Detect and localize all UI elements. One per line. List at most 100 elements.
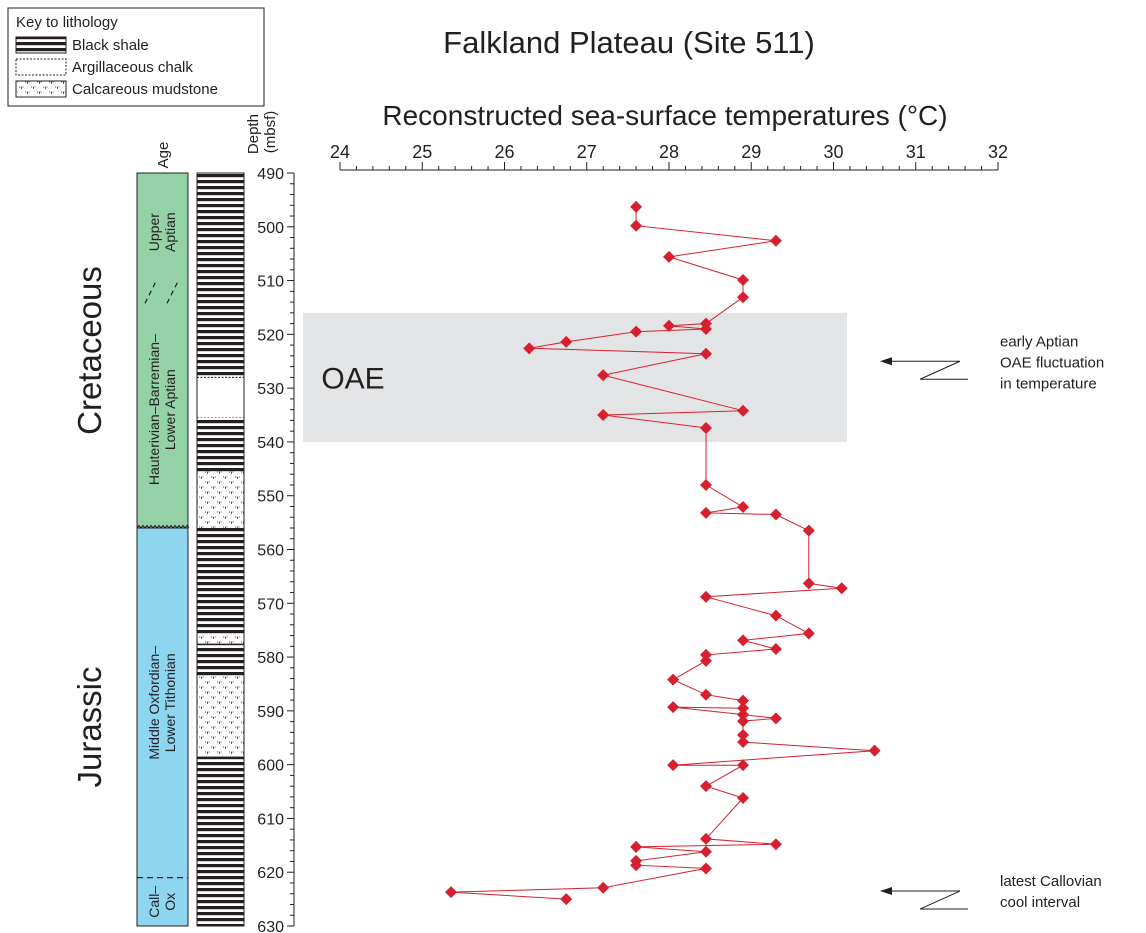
- annotation-arrowhead: [880, 887, 892, 896]
- sst-data-point: [700, 421, 713, 434]
- annotation-line: cool interval: [1000, 894, 1080, 911]
- sst-data-point: [700, 688, 713, 701]
- lithology-segment-calcareous-mudstone: [197, 471, 244, 528]
- temp-tick-label: 27: [577, 142, 597, 162]
- age-period-label-0: Cretaceous: [71, 266, 108, 435]
- sst-data-point: [630, 325, 643, 338]
- depth-tick-label: 580: [257, 650, 284, 667]
- sst-data-point: [663, 319, 675, 332]
- sst-data-point: [630, 200, 643, 213]
- temp-tick-label: 24: [330, 142, 350, 162]
- depth-axis-label: Depth (mbsf): [245, 110, 279, 154]
- lithology-segment-black-shale: [197, 643, 244, 676]
- lithology-segment-black-shale: [197, 756, 244, 926]
- annotation-line: OAE fluctuation: [1000, 354, 1104, 371]
- depth-tick-label: 540: [257, 435, 284, 452]
- sst-data-point: [597, 369, 610, 382]
- lithology-segment-argillaceous-chalk: [197, 377, 244, 418]
- depth-label-line-2: (mbsf): [262, 111, 279, 154]
- temp-tick-label: 32: [988, 142, 1008, 162]
- temp-tick-label: 25: [412, 142, 432, 162]
- annotation-text: latest Callovian cool interval: [1000, 873, 1102, 911]
- chart-title: Falkland Plateau (Site 511): [443, 25, 815, 60]
- sst-data-point: [700, 478, 713, 491]
- sst-data-point: [737, 708, 750, 721]
- sst-data-point: [737, 634, 750, 647]
- sst-data-point: [597, 409, 610, 422]
- x-axis-label: Reconstructed sea-surface temperatures (…: [382, 100, 947, 131]
- sst-data-point: [737, 729, 750, 742]
- age-period-box-0: [136, 172, 189, 529]
- oae-band-label: OAE: [321, 362, 384, 395]
- sst-data-point: [630, 840, 643, 853]
- depth-tick-label: 520: [257, 327, 284, 344]
- age-stage-label-1: Hauterivian–Barremian–Lower Aptian: [146, 334, 178, 485]
- oae-band: [303, 312, 847, 442]
- age-stage-line: Middle Oxfordian–: [146, 646, 162, 760]
- sst-data-point: [737, 694, 750, 707]
- sst-data-point: [597, 881, 610, 894]
- temp-tick-label: 28: [659, 142, 679, 162]
- sst-data-point: [769, 643, 782, 656]
- sst-data-point: [802, 627, 815, 640]
- sst-data-point: [667, 759, 680, 772]
- unconformity-line: [136, 524, 190, 529]
- depth-tick-label: 620: [257, 865, 284, 882]
- annotation-0: early Aptian OAE fluctuation in temperatur…: [880, 333, 1104, 392]
- sst-data-point: [737, 274, 750, 287]
- sst-data-point: [769, 508, 782, 521]
- age-stage-line: Call–: [146, 886, 162, 918]
- age-stage-line: Lower Aptian: [162, 369, 178, 450]
- annotation-line: latest Callovian: [1000, 873, 1102, 890]
- sst-data-point: [769, 712, 782, 725]
- sst-data-point: [769, 609, 782, 622]
- legend-label-calcareous-mudstone: Calcareous mudstone: [72, 81, 218, 98]
- age-stage-line: Ox: [162, 893, 178, 911]
- annotation-arrow-line: [882, 360, 968, 380]
- legend-label-argillaceous-chalk: Argillaceous chalk: [72, 59, 193, 76]
- sst-data-point: [700, 590, 713, 603]
- legend-label-black-shale: Black shale: [72, 37, 149, 54]
- age-period-label-1: Jurassic: [71, 666, 108, 787]
- legend-title: Key to lithology: [16, 14, 118, 31]
- sst-data-point: [667, 673, 680, 686]
- age-stage-line: Lower Tithonian: [162, 653, 178, 752]
- sst-data-point: [667, 701, 680, 714]
- age-column-header: Age: [155, 142, 172, 169]
- annotation-line: in temperature: [1000, 375, 1097, 392]
- depth-tick-label: 490: [257, 166, 284, 183]
- depth-tick-label: 530: [257, 381, 284, 398]
- sst-data-point: [700, 506, 713, 519]
- depth-tick-label: 550: [257, 489, 284, 506]
- legend-swatch-argillaceous-chalk: [15, 58, 67, 76]
- lithology-frame: [196, 172, 245, 927]
- sst-data-point: [868, 744, 881, 757]
- sst-data-point: [737, 791, 750, 804]
- sst-data-point: [700, 862, 713, 875]
- sst-data-point: [700, 654, 713, 667]
- age-stage-line: Upper: [146, 213, 162, 251]
- lithology-legend: Key to lithology Black shale Argillaceous…: [7, 7, 265, 107]
- depth-tick-label: 510: [257, 274, 284, 291]
- sst-data-point: [700, 832, 713, 845]
- sst-data-point: [737, 759, 750, 772]
- sst-data-point: [630, 859, 643, 872]
- legend-swatch-black-shale: [15, 36, 67, 54]
- temp-tick-label: 29: [741, 142, 761, 162]
- sst-data-point: [802, 577, 815, 590]
- lithology-segment-black-shale: [197, 173, 244, 378]
- sst-data-point: [700, 780, 713, 793]
- age-stage-label-0: UpperAptian: [146, 212, 178, 252]
- depth-tick-label: 610: [257, 811, 284, 828]
- depth-tick-label: 570: [257, 596, 284, 613]
- sst-data-point: [769, 234, 782, 247]
- annotation-text: early Aptian OAE fluctuation in temperatur…: [1000, 333, 1104, 392]
- sst-series-line: [450, 206, 875, 900]
- sst-data-point: [737, 291, 750, 304]
- sst-data-point: [700, 347, 713, 360]
- lithology-segment-black-shale: [197, 527, 244, 636]
- age-stage-label-3: Call–Ox: [146, 886, 178, 918]
- sst-data-point: [802, 524, 815, 537]
- temp-tick-label: 30: [823, 142, 843, 162]
